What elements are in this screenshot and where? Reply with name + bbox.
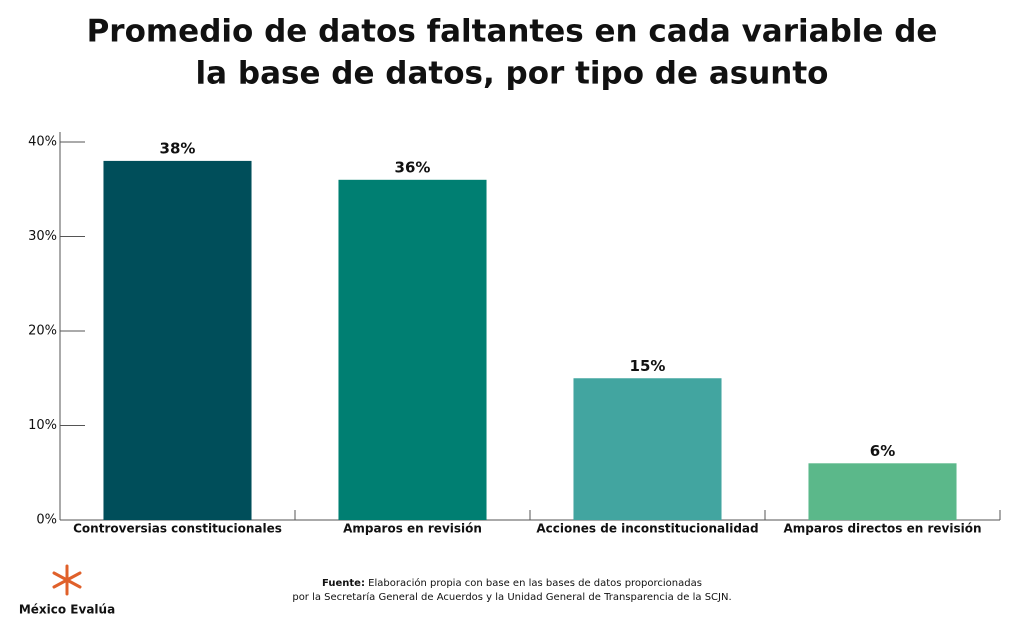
y-tick-label: 20%	[28, 324, 57, 339]
y-tick-label: 10%	[28, 418, 57, 433]
source-note: Fuente: Elaboración propia con base en l…	[322, 577, 702, 589]
value-label: 38%	[160, 139, 196, 157]
logo	[52, 564, 82, 596]
x-tick-label: Acciones de inconstitucionalidad	[536, 522, 758, 536]
source-text: por la Secretaría General de Acuerdos y …	[292, 591, 731, 603]
source-label: Fuente:	[322, 578, 365, 589]
source-text: Elaboración propia con base en las bases…	[368, 577, 702, 589]
chart-title: Promedio de datos faltantes en cada vari…	[87, 14, 938, 50]
y-tick-label: 0%	[36, 513, 57, 528]
x-tick-label: Controversias constitucionales	[73, 522, 282, 536]
logo-text: México Evalúa	[19, 603, 115, 617]
bar	[338, 179, 487, 521]
bar	[573, 378, 722, 520]
value-label: 36%	[395, 158, 431, 176]
chart-title: la base de datos, por tipo de asunto	[196, 56, 829, 92]
x-tick-label: Amparos en revisión	[343, 522, 482, 536]
y-tick-label: 30%	[28, 229, 57, 244]
value-label: 6%	[870, 442, 895, 460]
x-tick-label: Amparos directos en revisión	[783, 522, 981, 536]
bar	[103, 160, 252, 520]
y-tick-label: 40%	[28, 135, 57, 150]
bar	[808, 463, 957, 520]
value-label: 15%	[630, 357, 666, 375]
